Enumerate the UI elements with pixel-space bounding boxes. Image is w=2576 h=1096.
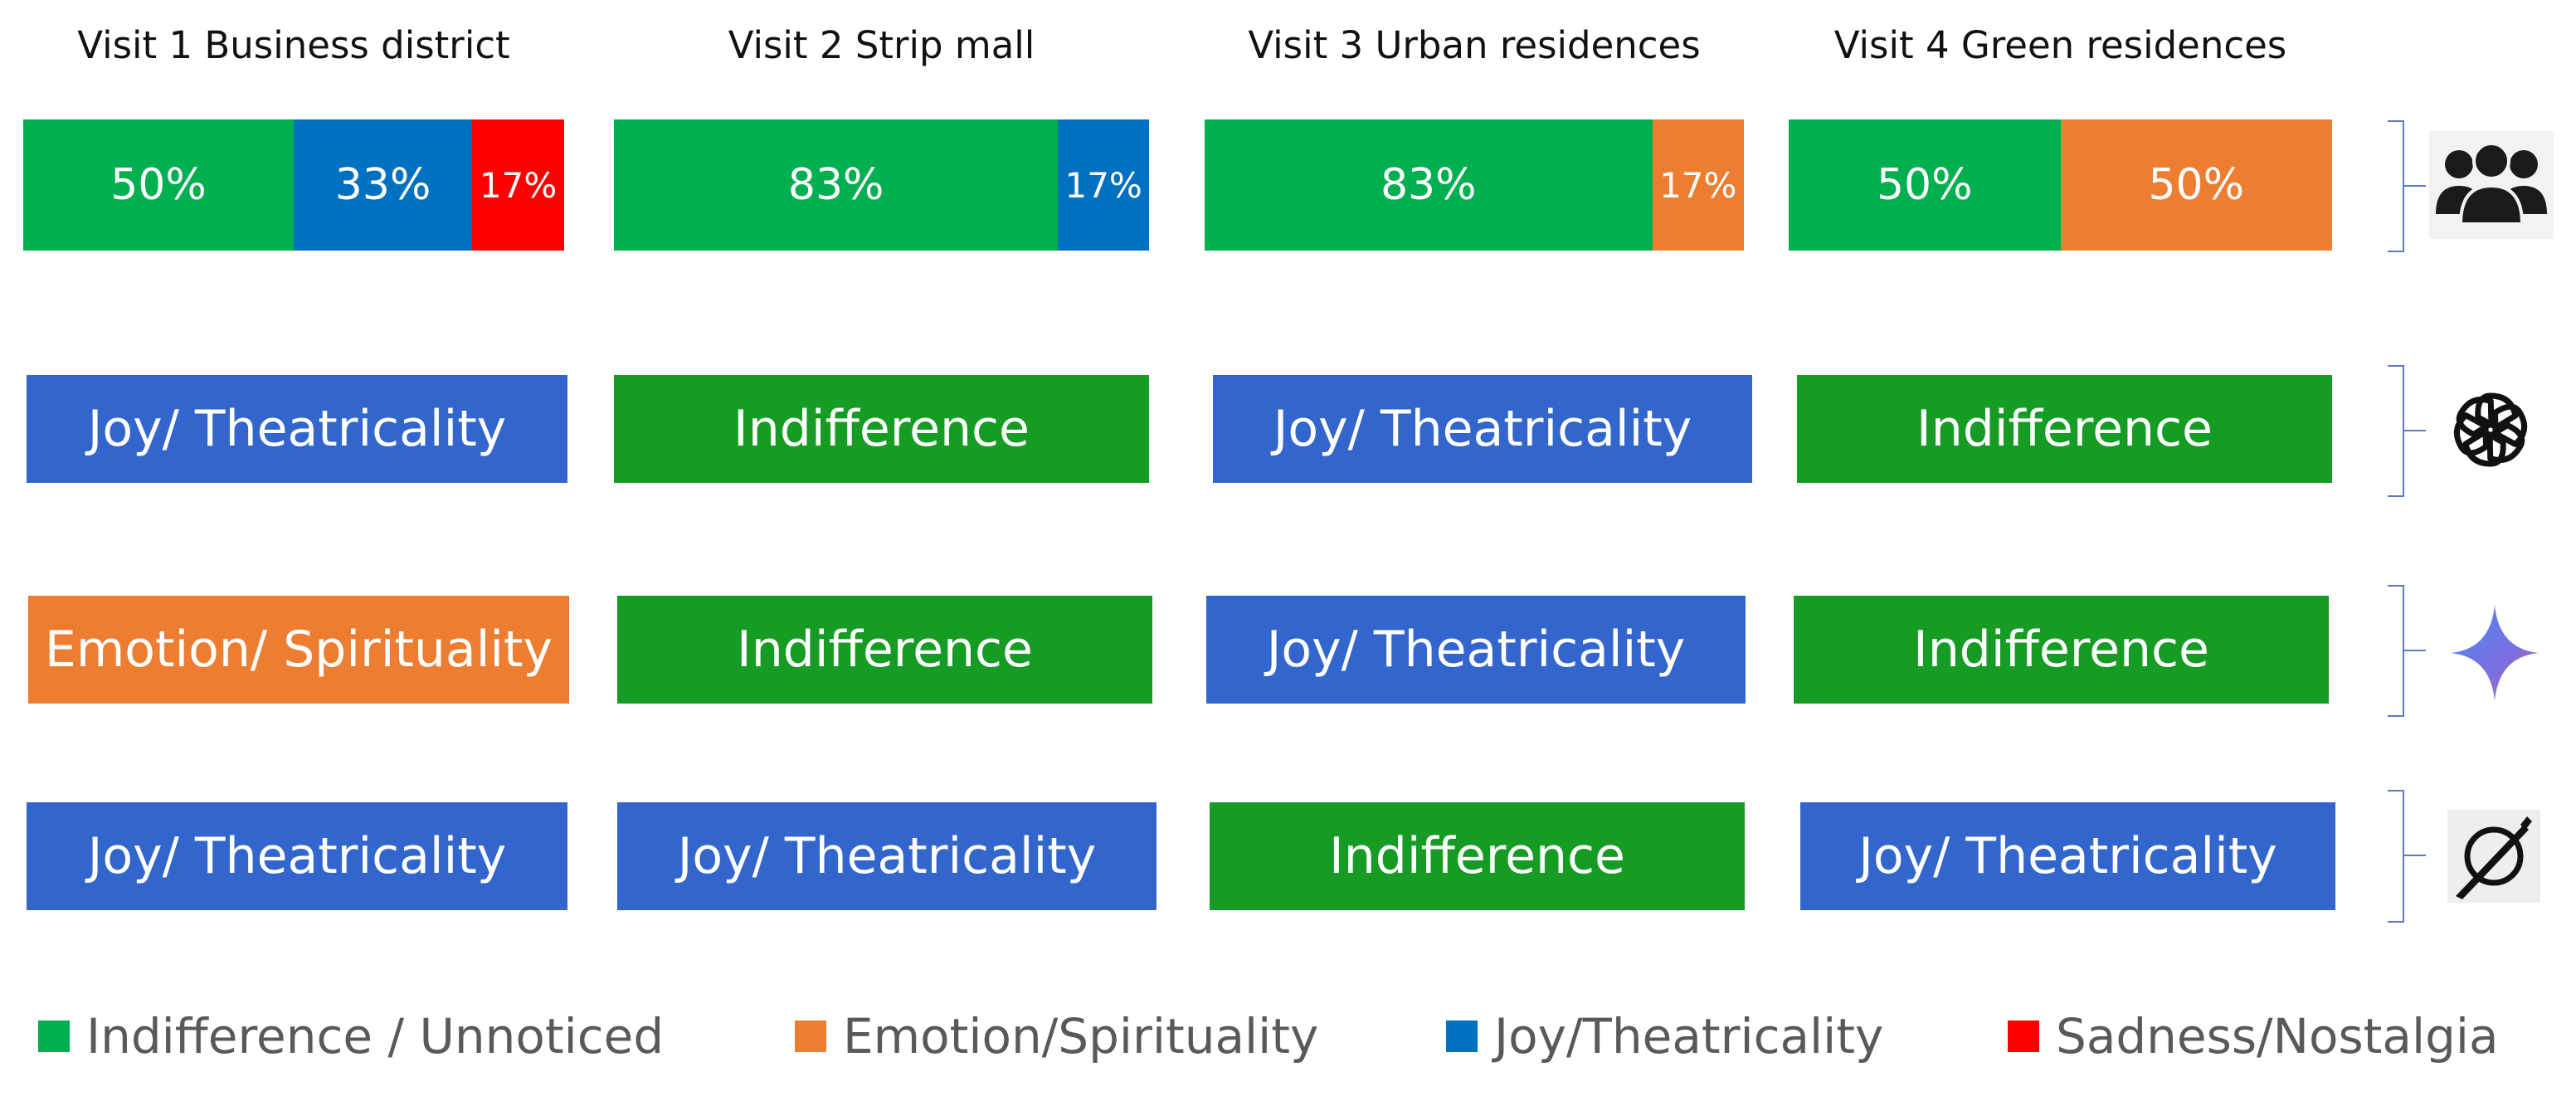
- legend-item: Sadness/Nostalgia: [2008, 1008, 2499, 1064]
- row-bracket: [2388, 120, 2404, 252]
- openai-logo-icon: [2445, 384, 2536, 475]
- prediction-box: Indifference: [1794, 596, 2329, 704]
- bracket-tick: [2404, 855, 2426, 856]
- prediction-box: Joy/ Theatricality: [1206, 596, 1746, 704]
- legend-label: Joy/Theatricality: [1494, 1008, 1884, 1064]
- bar-segment: 50%: [1789, 119, 2061, 251]
- prediction-box: Indifference: [1210, 802, 1745, 910]
- bracket-tick: [2404, 184, 2426, 187]
- legend-swatch: [1446, 1020, 1478, 1052]
- prediction-box: Joy/ Theatricality: [1800, 802, 2335, 910]
- row-bracket: [2388, 365, 2404, 497]
- bar-segment: 17%: [1652, 119, 1744, 251]
- bar-segment: 50%: [2060, 119, 2332, 251]
- stacked-bar: 83% 17%: [614, 119, 1149, 251]
- legend-label: Emotion/Spirituality: [843, 1008, 1319, 1064]
- gemini-sparkle-icon: [2449, 603, 2540, 703]
- stacked-bar: 50% 50%: [1789, 119, 2332, 251]
- legend-label: Sadness/Nostalgia: [2056, 1008, 2499, 1064]
- bracket-tick: [2404, 429, 2426, 431]
- row-bracket: [2388, 585, 2404, 717]
- legend-item: Indifference / Unnoticed: [38, 1008, 664, 1064]
- prediction-box: Joy/ Theatricality: [1213, 375, 1752, 483]
- legend-swatch: [38, 1020, 70, 1052]
- visit-title: Visit 1 Business district: [77, 23, 510, 67]
- visit-title: Visit 2 Strip mall: [728, 23, 1035, 67]
- legend-swatch: [795, 1020, 826, 1052]
- perplexity-logo-icon: [2447, 810, 2540, 903]
- people-group-icon: [2424, 131, 2559, 239]
- bar-segment: 83%: [1205, 119, 1653, 251]
- bar-segment: 17%: [472, 119, 564, 251]
- prediction-box: Indifference: [614, 375, 1149, 483]
- prediction-box: Joy/ Theatricality: [27, 802, 567, 910]
- stacked-bar: 83% 17%: [1205, 119, 1744, 251]
- visit-title: Visit 3 Urban residences: [1248, 23, 1701, 67]
- bar-segment: 83%: [614, 119, 1059, 251]
- prediction-box: Indifference: [1797, 375, 2332, 483]
- visit-title: Visit 4 Green residences: [1833, 23, 2287, 67]
- legend-label: Indifference / Unnoticed: [86, 1008, 665, 1064]
- bar-segment: 50%: [23, 119, 294, 251]
- bar-segment: 17%: [1058, 119, 1149, 251]
- legend-swatch: [2008, 1020, 2039, 1052]
- legend-item: Joy/Theatricality: [1446, 1008, 1883, 1064]
- prediction-box: Joy/ Theatricality: [617, 802, 1157, 910]
- prediction-box: Indifference: [617, 596, 1152, 704]
- stacked-bar: 50% 33% 17%: [23, 119, 564, 251]
- prediction-box: Emotion/ Spirituality: [28, 596, 569, 704]
- prediction-box: Joy/ Theatricality: [27, 375, 567, 483]
- row-bracket: [2388, 790, 2404, 923]
- bar-segment: 33%: [294, 119, 473, 251]
- legend-item: Emotion/Spirituality: [795, 1008, 1318, 1064]
- bracket-tick: [2404, 649, 2426, 651]
